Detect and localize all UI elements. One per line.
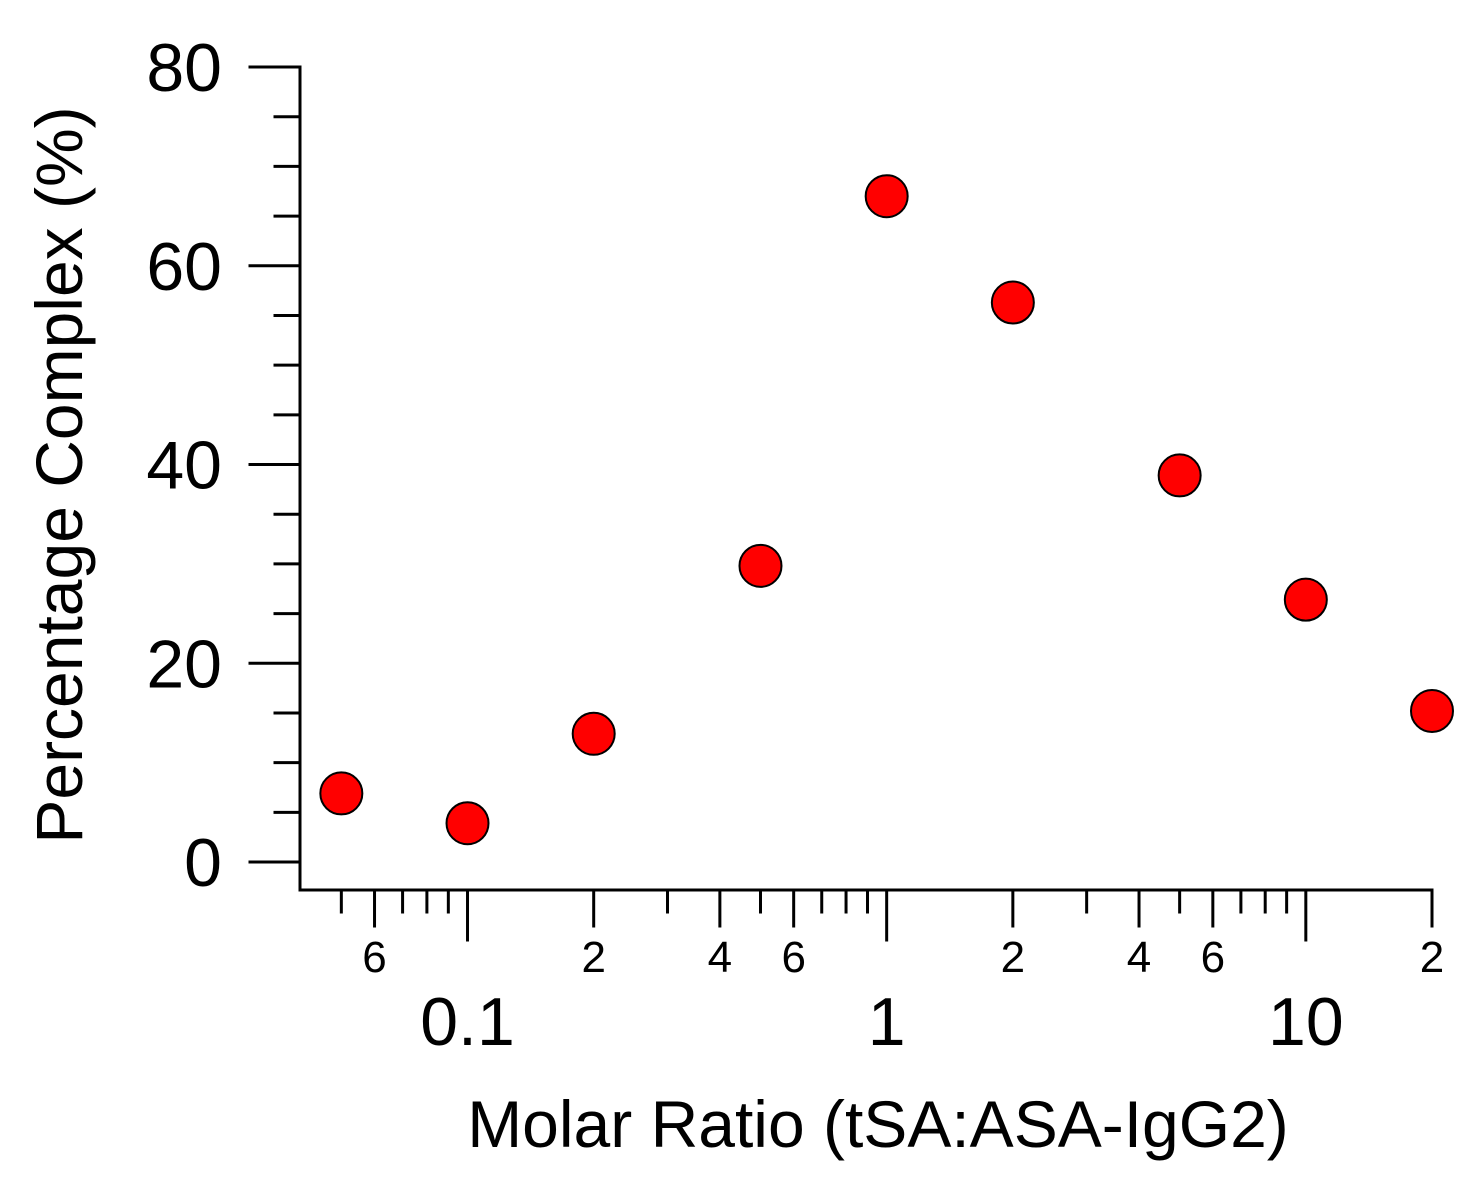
x-minor-tick-label: 6: [1201, 933, 1225, 982]
x-minor-tick-label: 2: [581, 933, 605, 982]
data-points: [319, 174, 1454, 846]
y-tick-label: 20: [146, 626, 222, 702]
x-minor-tick-label: 4: [1127, 933, 1151, 982]
data-point: [1283, 577, 1328, 622]
data-point: [319, 771, 364, 816]
y-tick-label: 0: [184, 825, 222, 901]
y-tick-label: 40: [146, 428, 222, 504]
data-point: [1410, 688, 1454, 733]
x-minor-tick-label: 4: [708, 933, 732, 982]
x-minor-tick-label: 2: [1420, 933, 1444, 982]
x-major-tick-label: 10: [1268, 984, 1344, 1060]
x-major-tick-label: 1: [868, 984, 906, 1060]
data-point: [445, 801, 490, 846]
data-point: [1157, 453, 1202, 498]
y-tick-label: 60: [146, 229, 222, 305]
y-tick-label: 80: [146, 30, 222, 106]
x-major-tick-label: 0.1: [420, 984, 515, 1060]
x-minor-tick-label: 2: [1001, 933, 1025, 982]
data-point: [990, 280, 1035, 325]
x-axis-title: Molar Ratio (tSA:ASA-IgG2): [467, 1087, 1289, 1161]
x-minor-tick-label: 6: [362, 933, 386, 982]
y-axis-title: Percentage Complex (%): [22, 106, 96, 843]
x-minor-tick-label: 6: [781, 933, 805, 982]
data-point: [738, 543, 783, 588]
data-point: [864, 174, 909, 219]
data-point: [571, 711, 616, 756]
axes: [248, 65, 1434, 942]
